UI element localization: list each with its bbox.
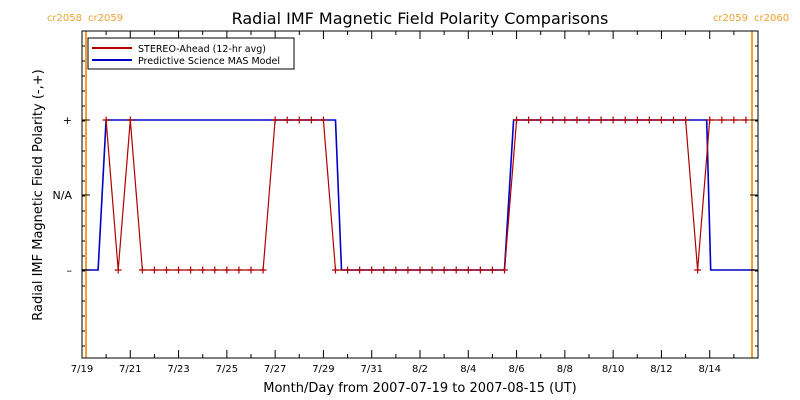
data-point [742, 116, 750, 124]
x-tick-label: 7/29 [312, 364, 334, 375]
data-point [428, 266, 436, 274]
data-point [235, 266, 243, 274]
data-point [138, 266, 146, 274]
data-point [645, 116, 653, 124]
carrington-markers [85, 31, 753, 358]
data-point [694, 266, 702, 274]
x-tick-label: 8/2 [412, 364, 428, 375]
data-point [525, 116, 533, 124]
x-tick-label: 8/12 [650, 364, 672, 375]
data-point [356, 266, 364, 274]
data-point [573, 116, 581, 124]
chart-title: Radial IMF Magnetic Field Polarity Compa… [232, 9, 609, 28]
data-point [332, 266, 339, 274]
x-tick-label: 8/8 [557, 364, 573, 375]
data-point [404, 266, 412, 274]
data-point [102, 116, 110, 124]
x-tick-label: 7/31 [360, 364, 382, 375]
y-tick-label: + [63, 114, 72, 127]
x-tick-label: 7/19 [71, 364, 93, 375]
y-tick-label: – [67, 264, 73, 277]
legend: STEREO-Ahead (12-hr avg)Predictive Scien… [87, 37, 295, 70]
data-point [247, 266, 255, 274]
data-point [476, 266, 484, 274]
x-tick-label: 7/25 [216, 364, 238, 375]
data-point [633, 116, 641, 124]
data-point [706, 116, 714, 124]
x-axis-label: Month/Day from 2007-07-19 to 2007-08-15 … [263, 381, 576, 396]
carrington-label-left: cr2059 [713, 13, 748, 24]
legend-entry: Predictive Science MAS Model [138, 56, 280, 67]
data-point [307, 116, 315, 124]
series-layer [82, 116, 755, 274]
legend-box [87, 37, 295, 70]
data-point [199, 266, 207, 274]
data-point [440, 266, 448, 274]
data-point [283, 116, 291, 124]
data-point [597, 116, 605, 124]
carrington-labels: cr2058 cr2059 cr2059 cr2060 [47, 13, 789, 24]
data-point [259, 266, 267, 274]
data-point [416, 266, 424, 274]
y-axis-label: Radial IMF Magnetic Field Polarity (-,+) [31, 69, 46, 320]
data-point [621, 116, 629, 124]
data-point [657, 116, 665, 124]
carrington-label-left: cr2058 [47, 13, 82, 24]
data-point [163, 266, 170, 274]
data-point [561, 116, 569, 124]
data-point [452, 266, 460, 274]
data-point [464, 266, 472, 274]
x-tick-label: 7/23 [167, 364, 189, 375]
x-tick-label: 8/10 [602, 364, 624, 375]
x-tick-label: 8/14 [698, 364, 720, 375]
data-point [537, 116, 545, 124]
data-point [271, 116, 279, 124]
data-point [380, 266, 388, 274]
series-line [82, 119, 755, 271]
data-point [609, 116, 617, 124]
data-point [211, 266, 219, 274]
data-point [682, 116, 690, 124]
series-line [105, 119, 746, 271]
data-point [718, 116, 726, 124]
data-point [114, 266, 122, 274]
x-tick-label: 7/27 [264, 364, 286, 375]
plot-frame [81, 30, 759, 359]
data-point [295, 116, 303, 124]
x-tick-label: 8/4 [460, 364, 476, 375]
x-tick-label: 8/6 [509, 364, 525, 375]
data-point [319, 116, 327, 124]
data-point [392, 266, 400, 274]
data-point [549, 116, 557, 124]
carrington-label-right: cr2060 [754, 13, 789, 24]
carrington-label-right: cr2059 [88, 13, 123, 24]
data-point [344, 266, 352, 274]
data-point [126, 116, 134, 124]
data-point [175, 266, 183, 274]
data-point [488, 266, 496, 274]
data-point [368, 266, 376, 274]
data-point [670, 116, 677, 124]
axes: 7/19 7/21 7/23 7/25 7/27 7/29 7/31 8/2 8/4 8/6 8/8… [53, 30, 759, 375]
data-point [187, 266, 195, 274]
data-point [585, 116, 593, 124]
x-tick-label: 7/21 [119, 364, 141, 375]
data-point [223, 266, 231, 274]
data-point [150, 266, 158, 274]
data-point [513, 116, 521, 124]
data-point [730, 116, 738, 124]
data-point [501, 266, 508, 274]
legend-entry: STEREO-Ahead (12-hr avg) [138, 44, 266, 55]
y-tick-label: N/A [53, 189, 73, 202]
